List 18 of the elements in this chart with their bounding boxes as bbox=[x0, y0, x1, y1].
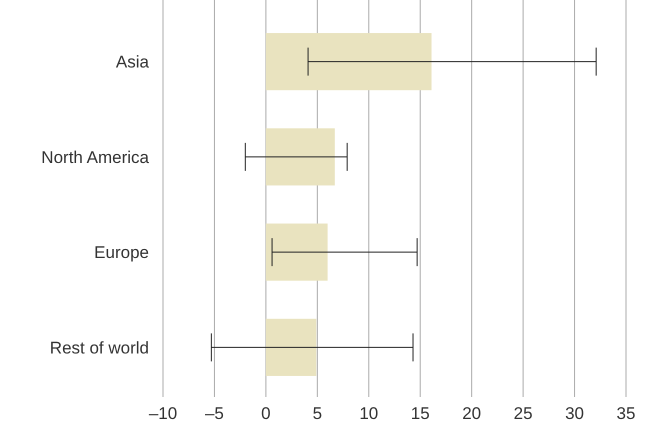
x-tick-label: 5 bbox=[312, 404, 322, 423]
x-tick-label: 10 bbox=[359, 404, 378, 423]
bar bbox=[266, 318, 316, 376]
x-tick-label: 25 bbox=[514, 404, 533, 423]
x-tick-label: 30 bbox=[565, 404, 584, 423]
y-tick-label: Rest of world bbox=[50, 338, 149, 358]
x-tick-label: 0 bbox=[261, 404, 271, 423]
x-tick-label: 15 bbox=[410, 404, 430, 423]
y-tick-label: North America bbox=[41, 148, 150, 167]
bar bbox=[266, 33, 432, 90]
y-tick-label: Asia bbox=[116, 52, 150, 72]
y-tick-label: Europe bbox=[94, 243, 149, 262]
x-tick-label: 20 bbox=[462, 404, 482, 423]
bar bbox=[266, 128, 335, 186]
bar bbox=[266, 224, 328, 281]
x-tick-label: 35 bbox=[616, 404, 636, 423]
x-tick-label: –5 bbox=[204, 404, 224, 423]
x-tick-label: –10 bbox=[148, 404, 178, 423]
